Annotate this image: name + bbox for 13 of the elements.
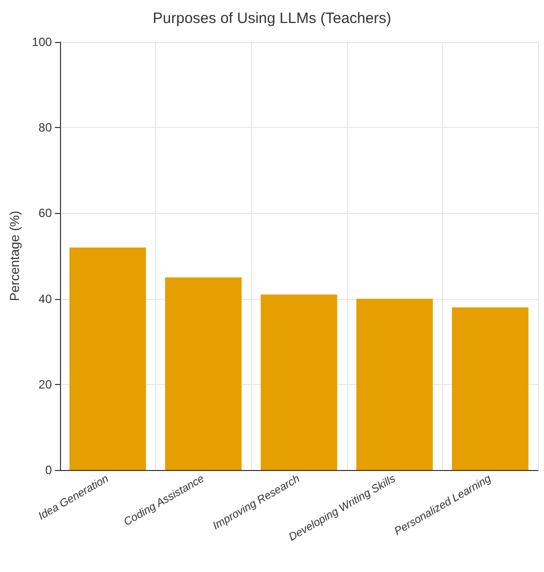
bar — [452, 307, 528, 470]
y-tick-label: 40 — [38, 292, 52, 306]
bar — [69, 247, 146, 470]
bar — [356, 298, 433, 470]
chart-title: Purposes of Using LLMs (Teachers) — [152, 10, 392, 27]
y-axis-title: Percentage (%) — [7, 210, 22, 302]
y-tick-label: 60 — [38, 206, 52, 220]
y-tick-label: 80 — [38, 120, 52, 135]
bar — [260, 294, 338, 470]
bar — [165, 277, 242, 470]
y-tick-label: 0 — [45, 463, 52, 477]
y-tick-label: 20 — [38, 377, 52, 392]
y-tick-label: 100 — [32, 35, 52, 49]
